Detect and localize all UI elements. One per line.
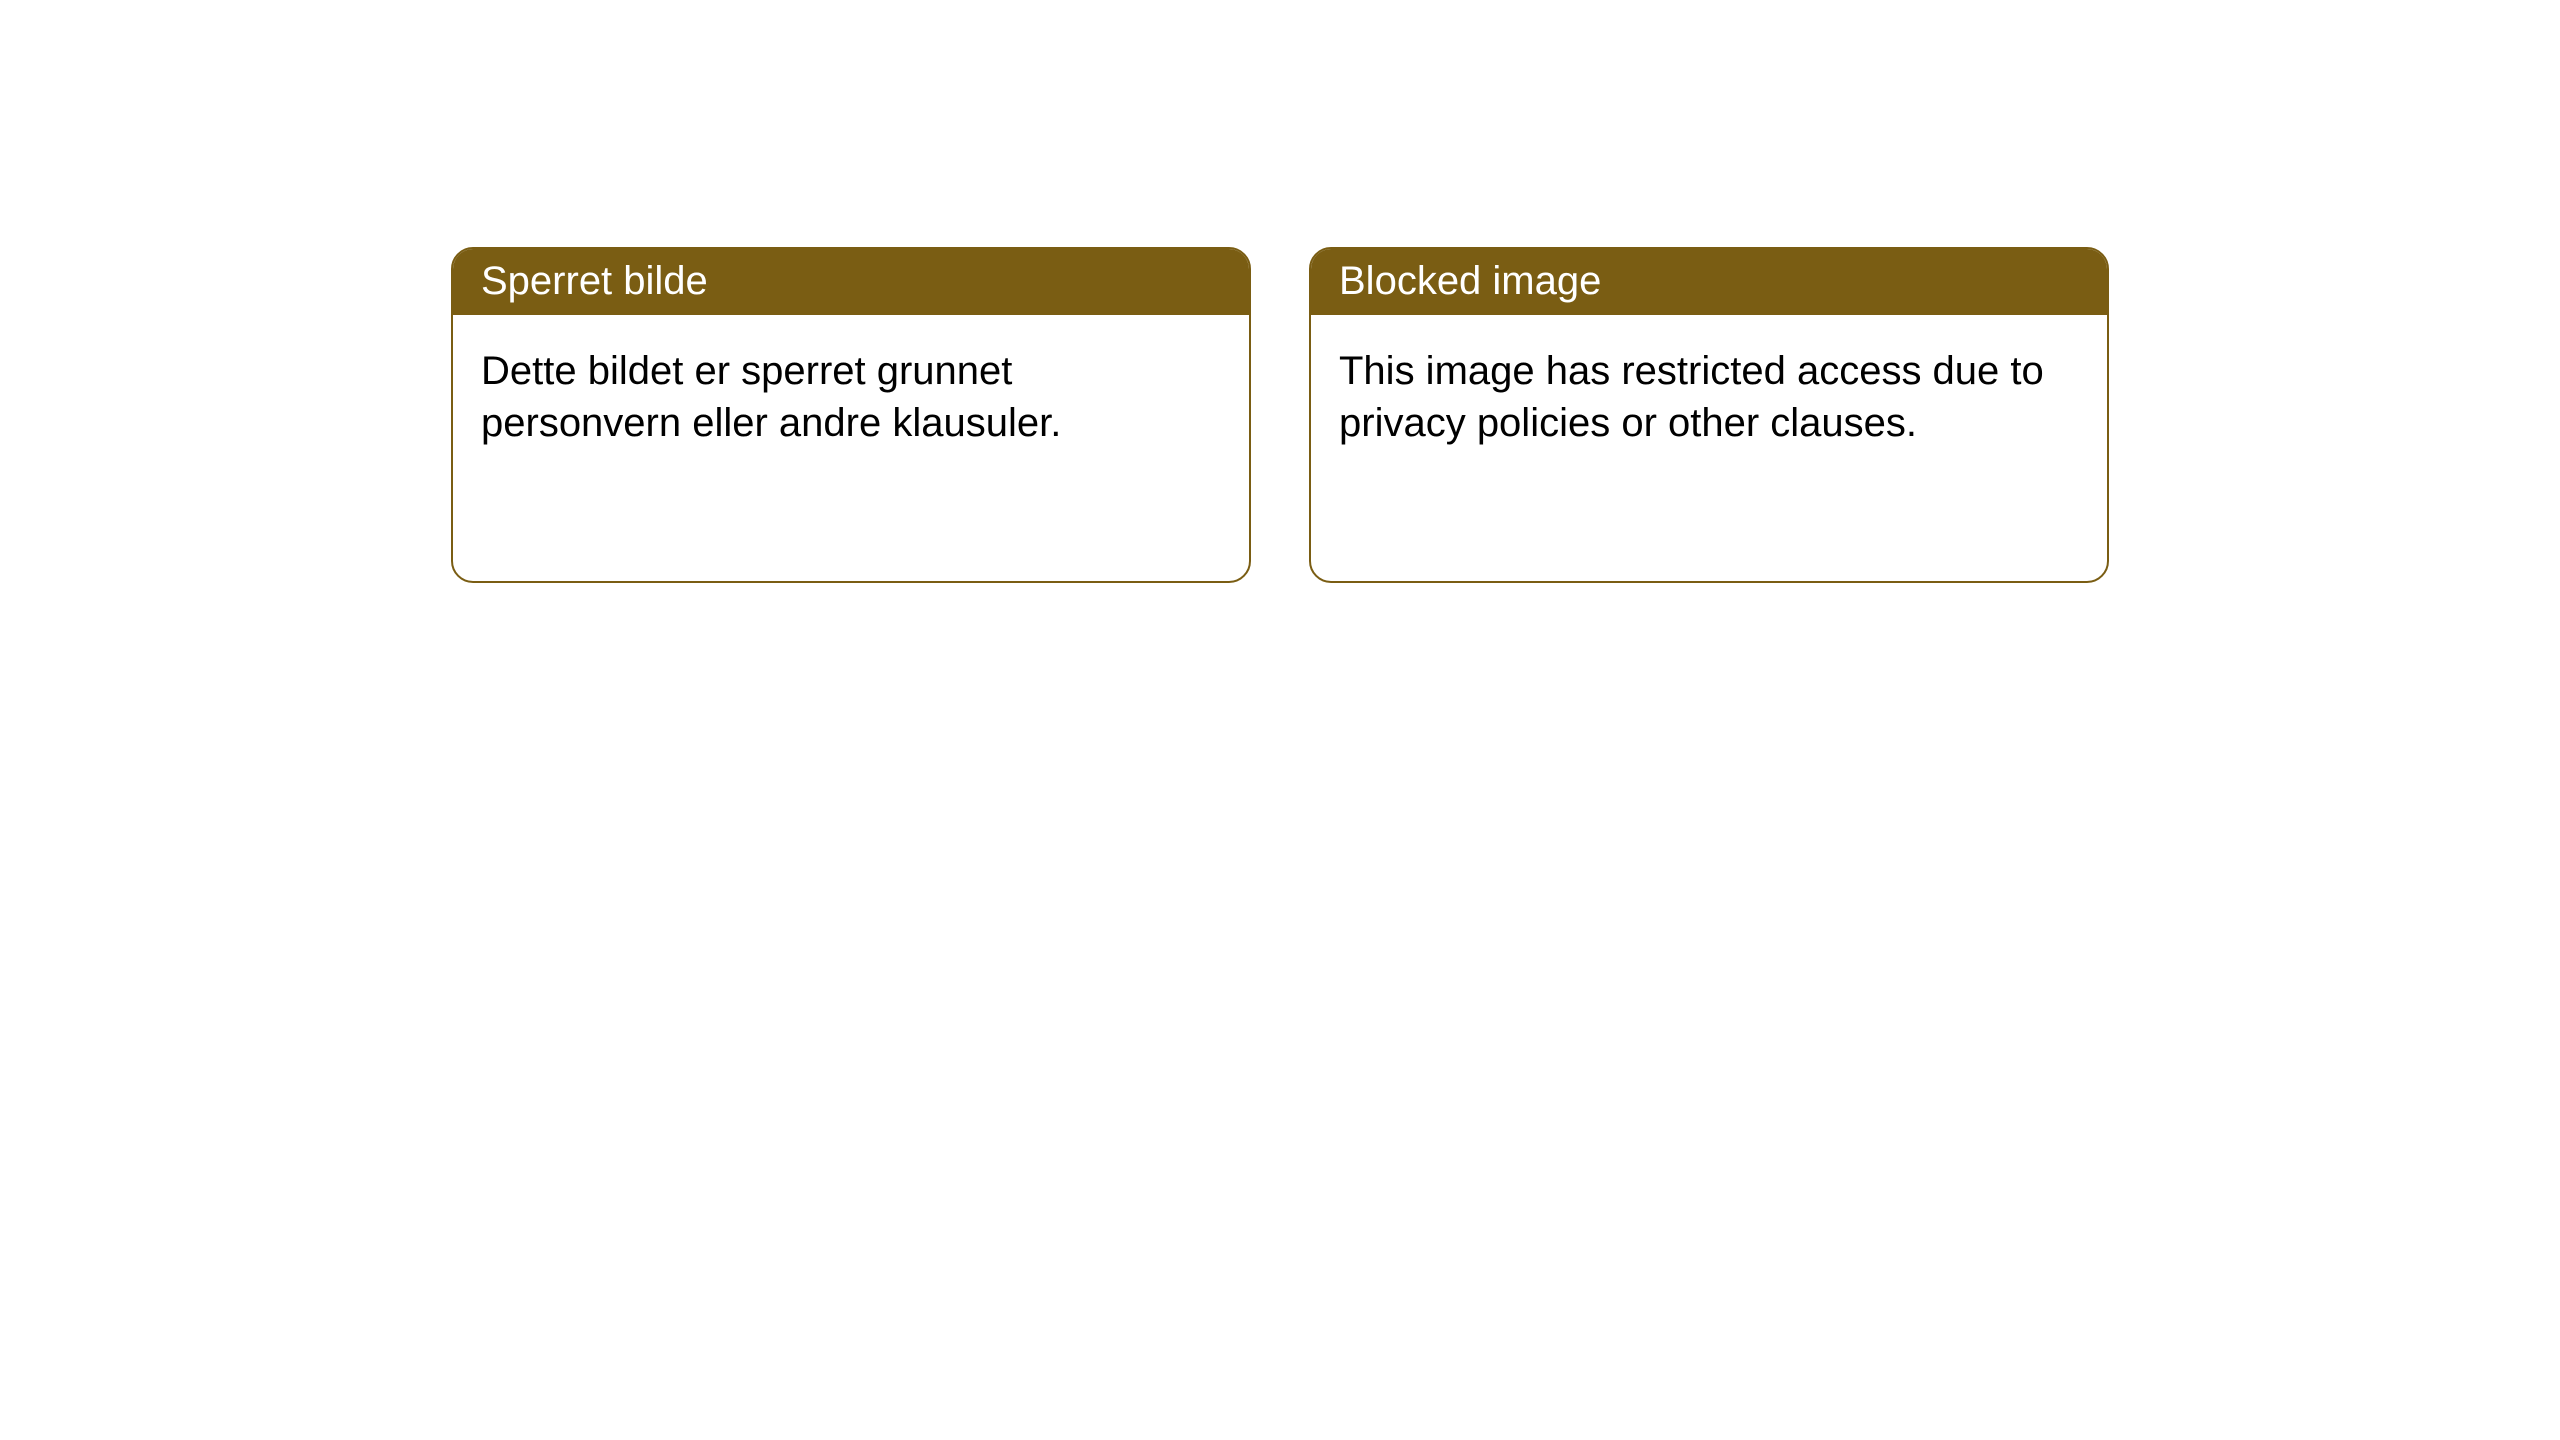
notice-body-norwegian: Dette bildet er sperret grunnet personve…: [453, 315, 1249, 479]
notice-title-english: Blocked image: [1311, 249, 2107, 315]
notice-container: Sperret bilde Dette bildet er sperret gr…: [0, 0, 2560, 583]
notice-card-english: Blocked image This image has restricted …: [1309, 247, 2109, 583]
notice-body-english: This image has restricted access due to …: [1311, 315, 2107, 479]
notice-card-norwegian: Sperret bilde Dette bildet er sperret gr…: [451, 247, 1251, 583]
notice-title-norwegian: Sperret bilde: [453, 249, 1249, 315]
